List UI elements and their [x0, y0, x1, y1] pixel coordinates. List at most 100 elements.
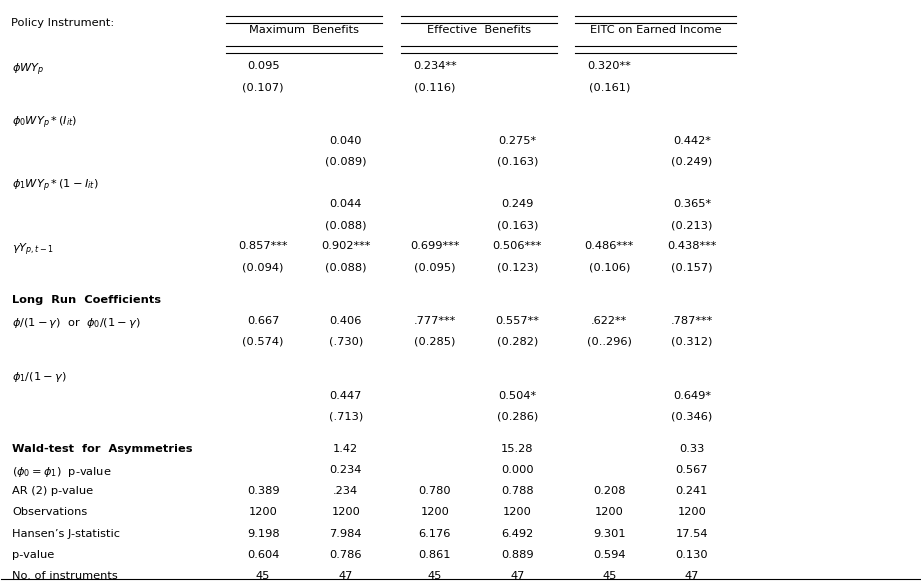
Text: (0.574): (0.574) [242, 337, 284, 347]
Text: 9.301: 9.301 [593, 528, 625, 538]
Text: 45: 45 [602, 571, 616, 581]
Text: 0.442*: 0.442* [673, 136, 711, 146]
Text: No. of instruments: No. of instruments [12, 571, 118, 581]
Text: 0.567: 0.567 [676, 466, 708, 475]
Text: (0.116): (0.116) [414, 82, 456, 92]
Text: Wald-test  for  Asymmetries: Wald-test for Asymmetries [12, 444, 192, 455]
Text: 0.275*: 0.275* [498, 136, 537, 146]
Text: 0.486***: 0.486*** [585, 241, 634, 251]
Text: $\phi_1  /(1-\gamma)$: $\phi_1 /(1-\gamma)$ [12, 370, 67, 384]
Text: 7.984: 7.984 [330, 528, 362, 538]
Text: 1200: 1200 [678, 508, 706, 517]
Text: 6.176: 6.176 [419, 528, 451, 538]
Text: (0.249): (0.249) [671, 157, 713, 167]
Text: Hansen’s J-statistic: Hansen’s J-statistic [12, 528, 121, 538]
Text: 0.095: 0.095 [247, 61, 279, 71]
Text: (0.157): (0.157) [671, 262, 713, 272]
Text: 0.447: 0.447 [330, 391, 362, 400]
Text: 0.320**: 0.320** [588, 61, 631, 71]
Text: $(\phi_0 = \phi_1)$  p-value: $(\phi_0 = \phi_1)$ p-value [12, 466, 112, 480]
Text: 6.492: 6.492 [501, 528, 533, 538]
Text: p-value: p-value [12, 549, 54, 560]
Text: 0.506***: 0.506*** [493, 241, 542, 251]
Text: .234: .234 [333, 487, 358, 496]
Text: $\phi_0 WY_p * (I_{it})$: $\phi_0 WY_p * (I_{it})$ [12, 115, 78, 131]
Text: AR (2) p-value: AR (2) p-value [12, 487, 94, 496]
Text: (.713): (.713) [329, 411, 363, 422]
Text: .622**: .622** [591, 316, 627, 326]
Text: 0.406: 0.406 [330, 316, 362, 326]
Text: 0.044: 0.044 [330, 199, 362, 209]
Text: 0.234**: 0.234** [413, 61, 457, 71]
Text: $\gamma Y_{p,t-1}$: $\gamma Y_{p,t-1}$ [12, 241, 54, 258]
Text: EITC on Earned Income: EITC on Earned Income [589, 25, 721, 36]
Text: 0.786: 0.786 [330, 549, 362, 560]
Text: 0.130: 0.130 [676, 549, 708, 560]
Text: 0.389: 0.389 [247, 487, 279, 496]
Text: Observations: Observations [12, 508, 87, 517]
Text: 0.902***: 0.902*** [321, 241, 370, 251]
Text: Effective  Benefits: Effective Benefits [426, 25, 530, 36]
Text: (0.094): (0.094) [242, 262, 284, 272]
Text: Long  Run  Coefficients: Long Run Coefficients [12, 295, 161, 305]
Text: 17.54: 17.54 [676, 528, 708, 538]
Text: (0.123): (0.123) [496, 262, 538, 272]
Text: .787***: .787*** [670, 316, 713, 326]
Text: (0.213): (0.213) [671, 220, 713, 230]
Text: 9.198: 9.198 [247, 528, 279, 538]
Text: 0.604: 0.604 [247, 549, 279, 560]
Text: 1200: 1200 [249, 508, 277, 517]
Text: $\phi WY_p$: $\phi WY_p$ [12, 61, 45, 77]
Text: 1200: 1200 [420, 508, 449, 517]
Text: (0.163): (0.163) [496, 220, 538, 230]
Text: (0.346): (0.346) [671, 411, 713, 422]
Text: (0.163): (0.163) [496, 157, 538, 167]
Text: 0.788: 0.788 [501, 487, 534, 496]
Text: 0.208: 0.208 [593, 487, 625, 496]
Text: 1200: 1200 [332, 508, 360, 517]
Text: 1200: 1200 [503, 508, 531, 517]
Text: 0.857***: 0.857*** [239, 241, 288, 251]
Text: 0.861: 0.861 [418, 549, 451, 560]
Text: 0.438***: 0.438*** [667, 241, 717, 251]
Text: 0.780: 0.780 [418, 487, 451, 496]
Text: $\phi/(1-\gamma)$  or  $\phi_0/(1-\gamma)$: $\phi/(1-\gamma)$ or $\phi_0/(1-\gamma)$ [12, 316, 141, 330]
Text: 0.040: 0.040 [330, 136, 362, 146]
Text: (0.286): (0.286) [496, 411, 538, 422]
Text: 0.365*: 0.365* [673, 199, 711, 209]
Text: 0.504*: 0.504* [498, 391, 537, 400]
Text: 0.557**: 0.557** [495, 316, 540, 326]
Text: (.730): (.730) [329, 337, 363, 347]
Text: 15.28: 15.28 [501, 444, 533, 455]
Text: Maximum  Benefits: Maximum Benefits [250, 25, 359, 36]
Text: (0.282): (0.282) [496, 337, 538, 347]
Text: 0.667: 0.667 [247, 316, 279, 326]
Text: 47: 47 [684, 571, 699, 581]
Text: (0.312): (0.312) [671, 337, 713, 347]
Text: 47: 47 [339, 571, 353, 581]
Text: 0.33: 0.33 [679, 444, 705, 455]
Text: (0..296): (0..296) [587, 337, 632, 347]
Text: 0.594: 0.594 [593, 549, 625, 560]
Text: 45: 45 [256, 571, 270, 581]
Text: (0.106): (0.106) [589, 262, 630, 272]
Text: (0.089): (0.089) [325, 157, 367, 167]
Text: 0.249: 0.249 [501, 199, 533, 209]
Text: (0.161): (0.161) [589, 82, 630, 92]
Text: 1.42: 1.42 [333, 444, 358, 455]
Text: 0.241: 0.241 [676, 487, 708, 496]
Text: .777***: .777*** [414, 316, 456, 326]
Text: 0.699***: 0.699*** [410, 241, 460, 251]
Text: 0.000: 0.000 [501, 466, 534, 475]
Text: 45: 45 [427, 571, 442, 581]
Text: 1200: 1200 [595, 508, 624, 517]
Text: (0.285): (0.285) [414, 337, 456, 347]
Text: Policy Instrument:: Policy Instrument: [10, 19, 114, 29]
Text: (0.095): (0.095) [414, 262, 456, 272]
Text: 47: 47 [510, 571, 525, 581]
Text: (0.088): (0.088) [325, 220, 367, 230]
Text: (0.107): (0.107) [242, 82, 284, 92]
Text: 0.234: 0.234 [330, 466, 362, 475]
Text: (0.088): (0.088) [325, 262, 367, 272]
Text: 0.649*: 0.649* [673, 391, 711, 400]
